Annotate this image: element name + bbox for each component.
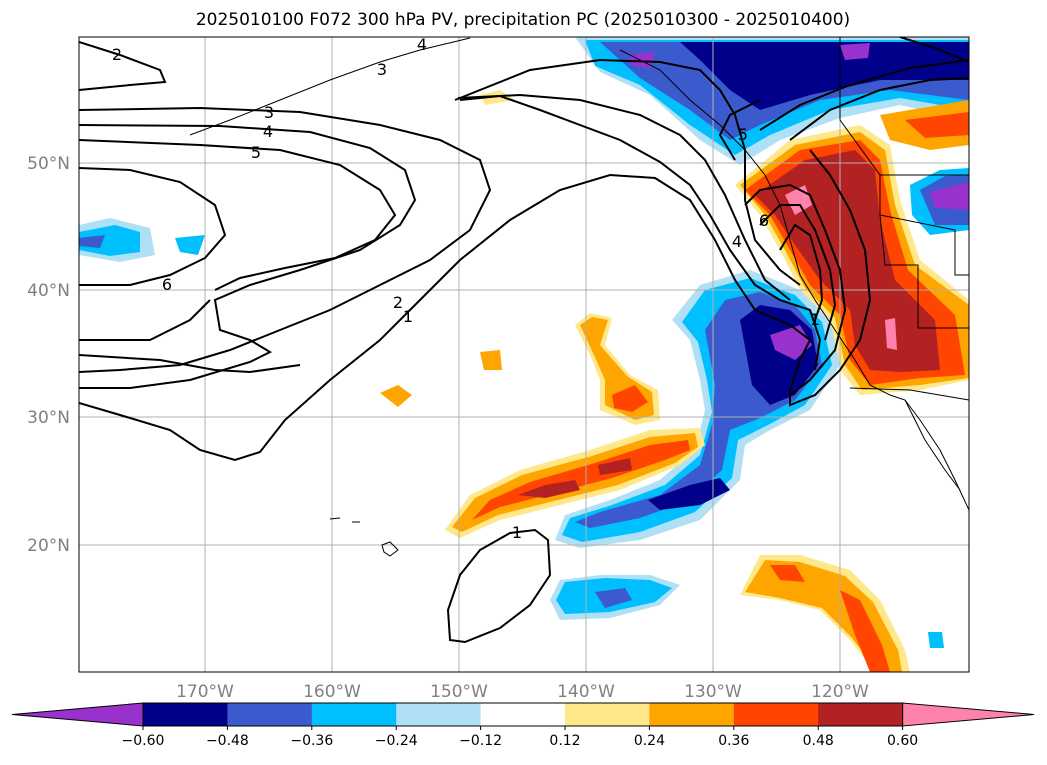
colorbar-tick-label: 0.12 xyxy=(549,733,580,749)
lat-label: 20°N xyxy=(27,536,70,556)
colorbar-tick-label: 0.36 xyxy=(718,733,749,749)
contour-label: 5 xyxy=(251,143,261,162)
colorbar-tick-label: 0.48 xyxy=(803,733,834,749)
contour-label: 4 xyxy=(263,122,273,141)
colorbar-extend-min xyxy=(12,703,143,726)
latitude-labels: 50°N 40°N 30°N 20°N xyxy=(27,154,70,556)
colorbar-tick-label: −0.36 xyxy=(290,733,333,749)
longitude-labels: 170°W 160°W 150°W 140°W 130°W 120°W xyxy=(176,682,869,702)
contour-label: 5 xyxy=(738,125,748,144)
lon-label: 150°W xyxy=(430,682,488,702)
figure: 2025010100 F072 300 hPa PV, precipitatio… xyxy=(0,0,1047,765)
colorbar-extend-max xyxy=(903,703,1034,726)
colorbar-tick-label: 0.24 xyxy=(634,733,665,749)
colorbar-tick-label: −0.24 xyxy=(375,733,418,749)
map-title: 2025010100 F072 300 hPa PV, precipitatio… xyxy=(196,10,850,30)
contour-label: 1 xyxy=(403,307,413,326)
lon-label: 160°W xyxy=(303,682,361,702)
lat-label: 30°N xyxy=(27,408,70,428)
lon-label: 140°W xyxy=(557,682,615,702)
colorbar-segment xyxy=(312,703,397,726)
colorbar-tick-label: −0.60 xyxy=(122,733,165,749)
contour-label: 3 xyxy=(377,60,387,79)
lon-label: 120°W xyxy=(811,682,869,702)
contour-label: 1 xyxy=(810,310,820,329)
lon-label: 170°W xyxy=(176,682,234,702)
colorbar: −0.60 −0.48 −0.36 −0.24 −0.12 0.12 0.24 0.36 0.4… xyxy=(12,703,1034,749)
colorbar-tick-label: −0.48 xyxy=(206,733,249,749)
shade-neg-max-north xyxy=(840,43,870,60)
contour-label: 1 xyxy=(512,523,522,542)
contour-label: 4 xyxy=(732,232,742,251)
contour-label: 6 xyxy=(759,211,769,230)
colorbar-segment xyxy=(481,703,566,726)
contour-label: 6 xyxy=(162,275,172,294)
contour-label: 2 xyxy=(393,293,403,312)
colorbar-segment xyxy=(818,703,903,726)
colorbar-tick-label: −0.12 xyxy=(459,733,502,749)
colorbar-segment xyxy=(649,703,734,726)
colorbar-tick-label: 0.60 xyxy=(887,733,918,749)
lon-label: 130°W xyxy=(684,682,742,702)
map-panel: 2 3 4 5 6 4 3 1 2 1 1 6 4 5 xyxy=(79,35,969,672)
lat-label: 40°N xyxy=(27,281,70,301)
colorbar-segment xyxy=(734,703,819,726)
lat-label: 50°N xyxy=(27,154,70,174)
shade-neg-se xyxy=(928,632,944,648)
contour-label: 3 xyxy=(264,103,274,122)
contour-label: 4 xyxy=(417,35,427,54)
contour-label: 2 xyxy=(112,45,122,64)
colorbar-segment xyxy=(396,703,481,726)
colorbar-segment xyxy=(143,703,228,726)
colorbar-segment xyxy=(227,703,312,726)
colorbar-segment xyxy=(565,703,650,726)
